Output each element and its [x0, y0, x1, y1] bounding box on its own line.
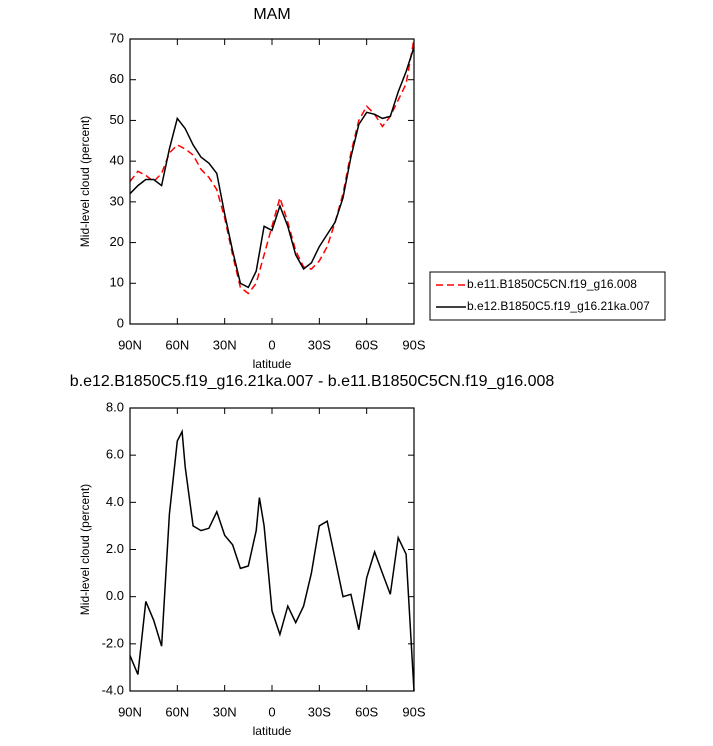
plot-frame: [129, 38, 415, 325]
legend-label: b.e11.B1850C5CN.f19_g16.008: [467, 277, 637, 291]
x-tick-label: 30N: [213, 337, 237, 352]
x-tick-label: 60S: [355, 704, 378, 719]
x-tick-label: 60N: [165, 337, 189, 352]
x-tick-label: 30S: [308, 337, 331, 352]
x-axis-label: latitude: [253, 357, 292, 371]
y-tick-label: 30: [110, 193, 124, 208]
x-tick-label: 0: [268, 704, 275, 719]
y-tick-label: 20: [110, 234, 124, 249]
y-tick-label: 10: [110, 275, 124, 290]
plot-frame: [129, 407, 415, 692]
x-axis-label: latitude: [253, 724, 292, 738]
y-tick-label: 50: [110, 112, 124, 127]
legend-label: b.e12.B1850C5.f19_g16.21ka.007: [467, 299, 650, 313]
y-tick-label: 6.0: [106, 447, 124, 462]
x-tick-label: 90S: [402, 337, 425, 352]
data-line: [129, 38, 415, 295]
x-tick-label: 30S: [308, 704, 331, 719]
legend-box: [429, 271, 666, 321]
y-axis-label: Mid-level cloud (percent): [78, 116, 92, 247]
y-tick-label: 4.0: [106, 494, 124, 509]
x-tick-label: 60N: [165, 704, 189, 719]
chart-title: MAM: [253, 6, 290, 23]
x-tick-label: 90N: [118, 704, 142, 719]
x-tick-label: 60S: [355, 337, 378, 352]
x-tick-label: 90N: [118, 337, 142, 352]
chart-title: b.e12.B1850C5.f19_g16.21ka.007 - b.e11.B…: [70, 373, 555, 390]
y-tick-label: -4.0: [102, 682, 124, 697]
y-tick-label: 60: [110, 71, 124, 86]
y-tick-label: 40: [110, 153, 124, 168]
y-tick-label: -2.0: [102, 635, 124, 650]
y-tick-label: 0: [117, 315, 124, 330]
y-axis-label: Mid-level cloud (percent): [78, 484, 92, 615]
x-tick-label: 90S: [402, 704, 425, 719]
y-tick-label: 0.0: [106, 588, 124, 603]
x-tick-label: 0: [268, 337, 275, 352]
data-line: [129, 428, 415, 692]
y-tick-label: 2.0: [106, 541, 124, 556]
x-tick-label: 30N: [213, 704, 237, 719]
y-tick-label: 70: [110, 30, 124, 45]
y-tick-label: 8.0: [106, 399, 124, 414]
data-line: [129, 46, 415, 289]
